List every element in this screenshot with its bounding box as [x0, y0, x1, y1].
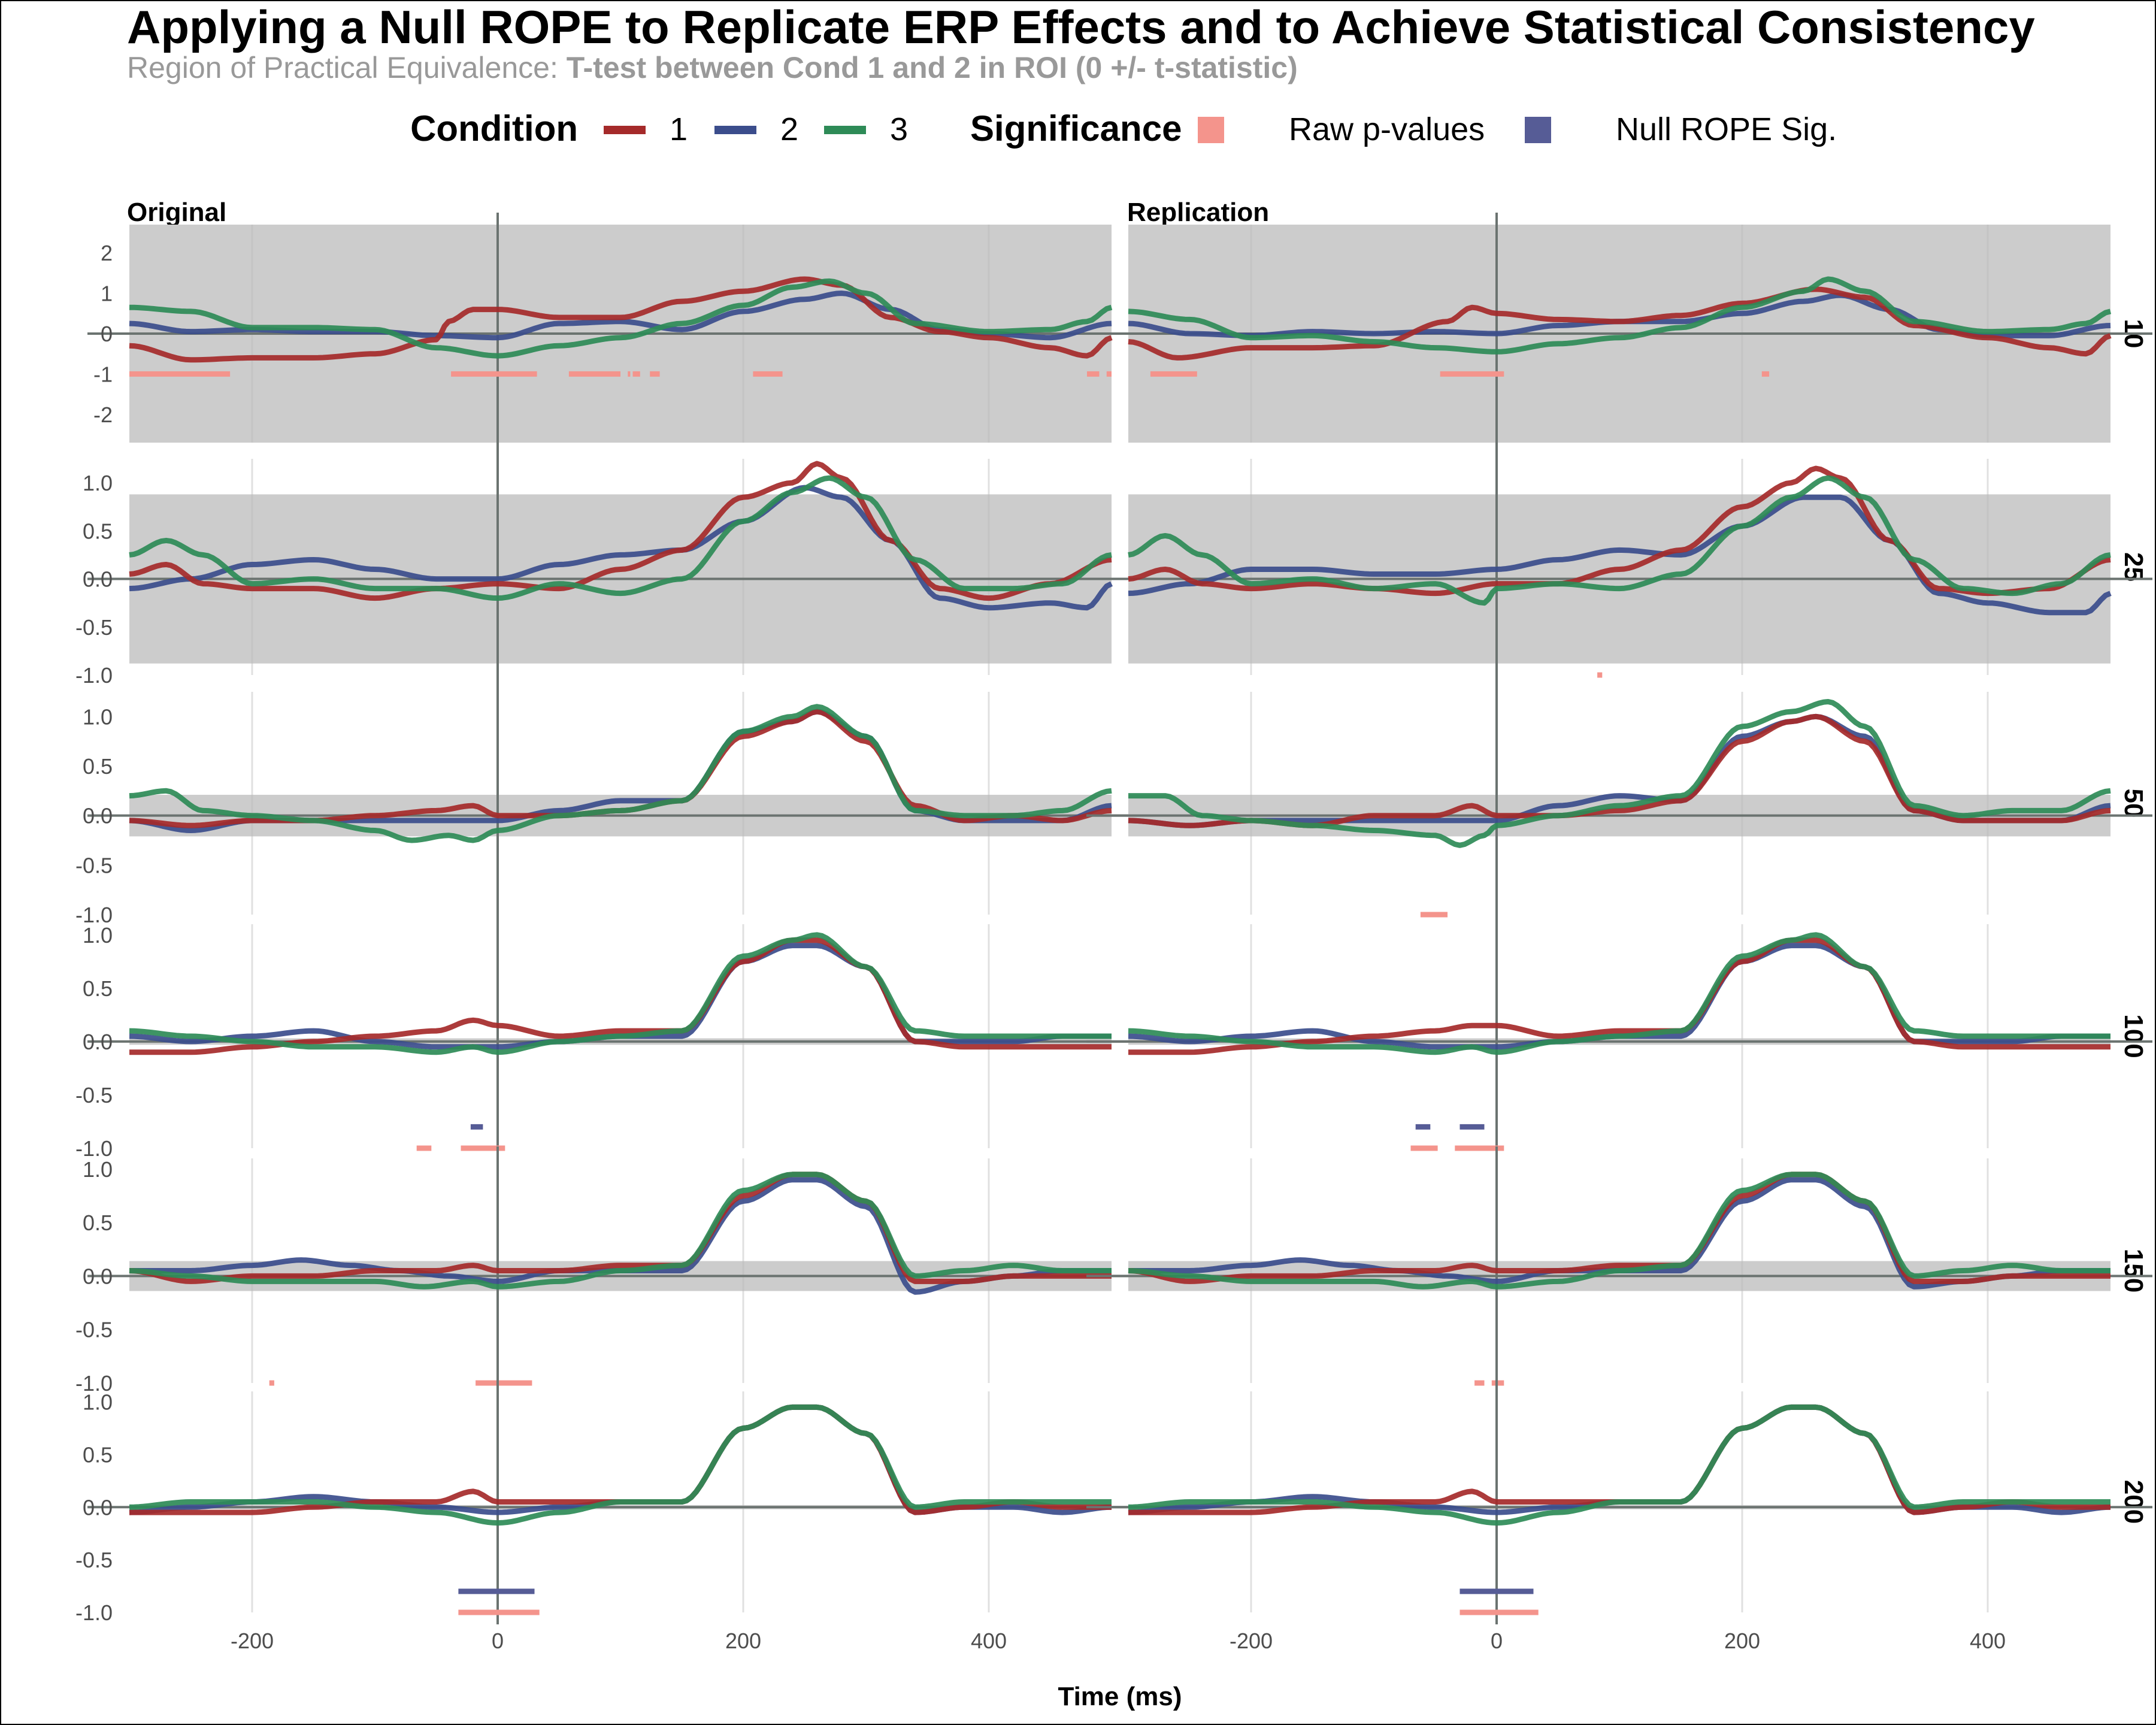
series-line-condition-3: [129, 1172, 1112, 1290]
legend: Condition 1 2 3 Significance Raw p-values Null…: [410, 108, 1837, 149]
y-tick-label: 0.0: [83, 1495, 113, 1520]
series-line-condition-2: [129, 1404, 1112, 1515]
chart-title: Applying a Null ROPE to Replicate ERP Ef…: [127, 1, 2035, 53]
series-line-condition-1: [129, 1172, 1112, 1284]
panel-replication-25: [1086, 447, 2152, 687]
y-tick-label: 1.0: [83, 1157, 113, 1182]
x-tick-label: 200: [725, 1629, 761, 1653]
panel-original-25: 1.0 0.5 0.0 -0.5 -1.0: [75, 447, 1153, 688]
y-tick-label: 2: [101, 241, 113, 265]
series-line-condition-3: [129, 932, 1112, 1055]
legend-label-raw-p-values: Raw p-values: [1289, 111, 1485, 147]
row-label-100: 100: [2119, 1014, 2148, 1058]
panel-replication-50: [1086, 680, 2152, 927]
x-tick-label: -200: [231, 1629, 274, 1653]
y-tick-label: 0.0: [83, 1030, 113, 1054]
y-tick-label: -1: [93, 362, 113, 386]
panel-original-10: 2 1 0 -1 -2: [87, 213, 1153, 455]
panel-replication-100: [1086, 912, 2152, 1160]
y-tick-label: -0.5: [75, 1548, 113, 1572]
subtitle-prefix: Region of Practical Equivalence:: [127, 51, 567, 84]
x-tick-label: 200: [1724, 1629, 1760, 1653]
panel-replication-10: [1086, 213, 2152, 455]
panel-original-100: 1.0 0.5 0.0 -0.5 -1.0: [75, 912, 1153, 1161]
x-tick-label: 400: [971, 1629, 1007, 1653]
panel-replication-150: [1086, 1146, 2152, 1395]
x-tick-label: -200: [1230, 1629, 1273, 1653]
x-tick-label: 0: [492, 1629, 504, 1653]
x-tick-label: 400: [1970, 1629, 2006, 1653]
series-line-condition-2: [1128, 494, 2112, 616]
series-line-condition-1: [129, 1404, 1112, 1515]
y-tick-label: -0.5: [75, 1083, 113, 1107]
series-line-condition-3: [1128, 932, 2110, 1055]
panel-original-200: 1.0 0.5 0.0 -0.5 -1.0 -200 0 200 400: [75, 1379, 1153, 1653]
panel-original-50: 1.0 0.5 0.0 -0.5 -1.0: [75, 680, 1153, 927]
y-tick-label: -1.0: [75, 903, 113, 927]
series-line-condition-1: [129, 276, 1113, 363]
y-tick-label: 1.0: [83, 704, 113, 729]
y-tick-label: -0.5: [75, 1318, 113, 1342]
y-tick-label: 1: [101, 282, 113, 306]
series-line-condition-1: [1128, 1404, 2110, 1515]
series-line-condition-2: [129, 485, 1113, 611]
y-tick-label: 0.5: [83, 519, 113, 543]
y-tick-label: 1.0: [83, 923, 113, 948]
series-line-condition-1: [1128, 465, 2111, 597]
row-label-150: 150: [2119, 1249, 2148, 1293]
y-tick-label: -1.0: [75, 663, 113, 688]
column-header-original: Original: [127, 198, 226, 227]
row-label-50: 50: [2119, 789, 2148, 818]
series-line-condition-3: [129, 475, 1112, 601]
y-tick-label: -0.5: [75, 615, 113, 640]
x-axis-label: Time (ms): [1058, 1682, 1182, 1711]
series-line-condition-3: [1128, 276, 2112, 355]
y-tick-label: 0.0: [83, 1264, 113, 1288]
series-line-condition-1: [129, 461, 1112, 601]
legend-label-condition-3: 3: [890, 111, 908, 147]
series-line-condition-3: [1128, 1172, 2110, 1290]
legend-key-raw-p-values: [1198, 117, 1224, 143]
series-line-condition-1: [1128, 286, 2112, 361]
chart-subtitle: Region of Practical Equivalence: T-test …: [127, 51, 1298, 84]
panel-original-150: 1.0 0.5 0.0 -0.5 -1.0: [75, 1146, 1153, 1396]
series-line-condition-3: [1128, 699, 2111, 848]
legend-significance-title: Significance: [970, 108, 1182, 149]
panel-replication-200: -200 0 200 400: [1086, 1379, 2152, 1653]
y-tick-label: 0.5: [83, 754, 113, 779]
y-tick-label: 0.5: [83, 1210, 113, 1235]
series-line-condition-3: [129, 1404, 1112, 1526]
y-tick-label: 0: [101, 322, 113, 346]
y-tick-label: 0.0: [83, 567, 113, 592]
row-label-25: 25: [2119, 552, 2148, 582]
y-tick-label: -1.0: [75, 1136, 113, 1161]
y-tick-label: -0.5: [75, 853, 113, 877]
y-tick-label: 0.5: [83, 1442, 113, 1467]
y-tick-label: 0.5: [83, 976, 113, 1001]
y-tick-label: -1.0: [75, 1600, 113, 1625]
y-tick-label: 1.0: [83, 471, 113, 495]
legend-condition-title: Condition: [410, 108, 578, 149]
legend-label-null-rope-sig: Null ROPE Sig.: [1616, 111, 1837, 147]
series-line-condition-1: [1128, 1172, 2110, 1284]
row-label-200: 200: [2119, 1480, 2148, 1524]
y-tick-label: -1.0: [75, 1371, 113, 1396]
y-tick-label: -2: [93, 402, 113, 427]
x-tick-label: 0: [1491, 1629, 1503, 1653]
column-header-replication: Replication: [1127, 198, 1269, 227]
legend-key-null-rope-sig: [1525, 117, 1551, 143]
series-line-condition-2: [1128, 1404, 2111, 1515]
y-tick-label: 0.0: [83, 804, 113, 828]
subtitle-bold: T-test between Cond 1 and 2 in ROI (0 +/…: [567, 51, 1298, 84]
legend-label-condition-2: 2: [780, 111, 798, 147]
series-line-condition-3: [129, 278, 1113, 359]
legend-label-condition-1: 1: [670, 111, 688, 147]
y-tick-label: 1.0: [83, 1390, 113, 1415]
series-line-condition-3: [129, 704, 1112, 843]
panels: Original Replication10210-1-2251.00.50.0-…: [75, 198, 2152, 1653]
series-line-condition-3: [1128, 475, 2111, 606]
series-line-condition-3: [1128, 1404, 2110, 1526]
